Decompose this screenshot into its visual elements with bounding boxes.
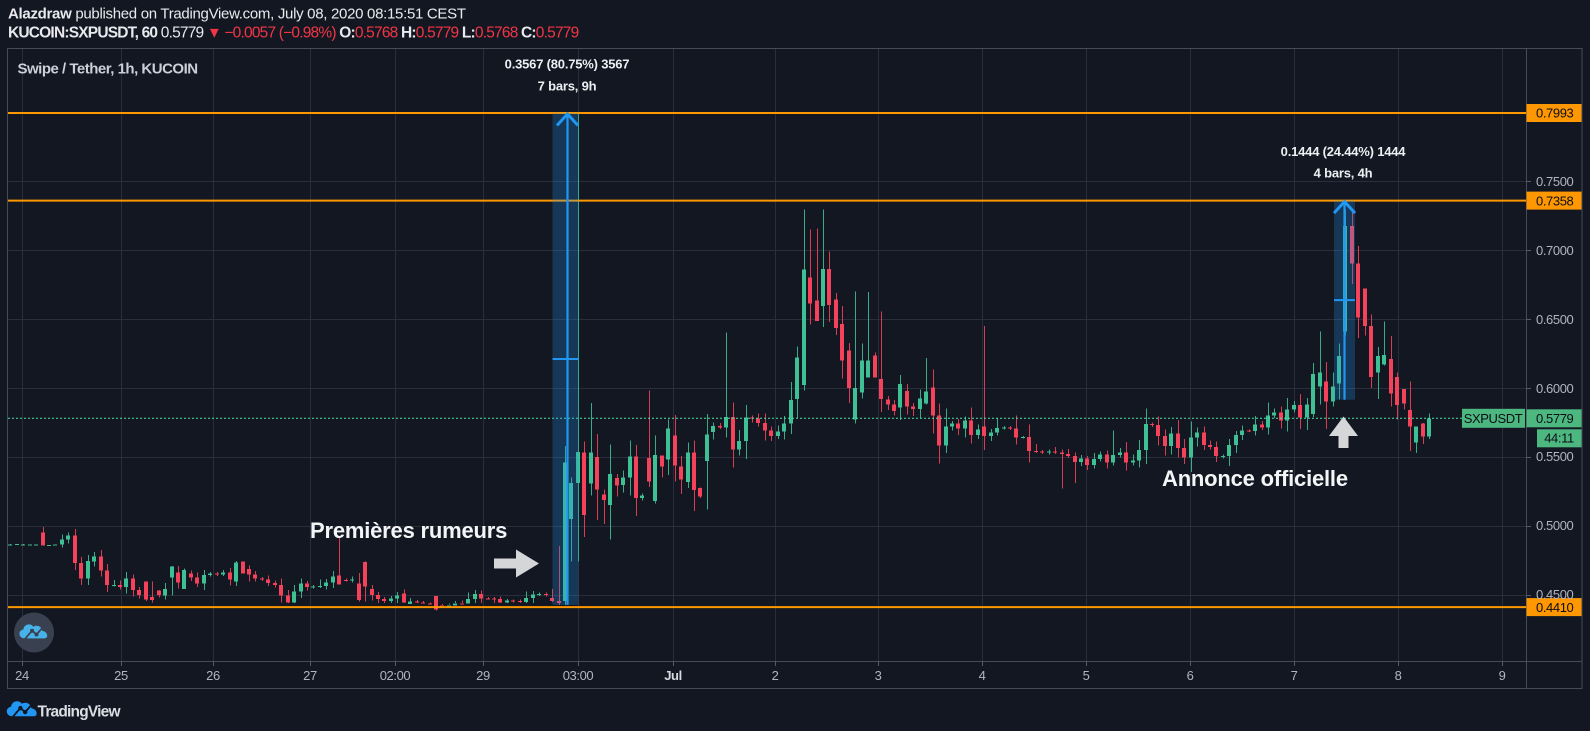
svg-text:02:00: 02:00 (380, 668, 411, 683)
svg-text:6: 6 (1187, 668, 1194, 683)
svg-text:Jul: Jul (664, 668, 682, 683)
svg-text:0.7993: 0.7993 (1536, 106, 1574, 121)
svg-text:24: 24 (15, 668, 29, 683)
svg-text:SXPUSDT: SXPUSDT (1464, 411, 1523, 426)
svg-text:0.1444 (24.44%) 1444: 0.1444 (24.44%) 1444 (1281, 144, 1407, 159)
svg-text:TradingView: TradingView (38, 704, 122, 721)
svg-text:0.5779: 0.5779 (1536, 411, 1574, 426)
svg-text:Swipe / Tether, 1h, KUCOIN: Swipe / Tether, 1h, KUCOIN (18, 61, 198, 78)
svg-text:9: 9 (1499, 668, 1506, 683)
svg-text:Annonce officielle: Annonce officielle (1162, 466, 1348, 491)
svg-text:03:00: 03:00 (563, 668, 594, 683)
svg-text:2: 2 (772, 668, 779, 683)
svg-text:5: 5 (1083, 668, 1090, 683)
svg-text:0.7358: 0.7358 (1536, 193, 1574, 208)
svg-text:27: 27 (303, 668, 317, 683)
svg-text:KUCOIN:SXPUSDT, 60 0.5779 ▼ −: KUCOIN:SXPUSDT, 60 0.5779 ▼ −0.0057 (−0.… (8, 25, 579, 42)
svg-text:Premières rumeurs: Premières rumeurs (310, 518, 507, 543)
svg-text:0.4500: 0.4500 (1536, 587, 1574, 602)
svg-text:44:11: 44:11 (1544, 431, 1574, 446)
svg-text:7: 7 (1291, 668, 1298, 683)
svg-text:29: 29 (476, 668, 490, 683)
svg-text:0.6000: 0.6000 (1536, 381, 1574, 396)
svg-text:0.3567 (80.75%) 3567: 0.3567 (80.75%) 3567 (505, 57, 630, 72)
svg-text:7 bars, 9h: 7 bars, 9h (538, 79, 597, 94)
svg-text:4 bars, 4h: 4 bars, 4h (1314, 166, 1373, 181)
svg-text:0.7500: 0.7500 (1536, 174, 1574, 189)
svg-text:25: 25 (114, 668, 128, 683)
svg-text:0.7000: 0.7000 (1536, 243, 1574, 258)
svg-text:26: 26 (206, 668, 220, 683)
svg-text:0.5000: 0.5000 (1536, 518, 1574, 533)
svg-text:0.5500: 0.5500 (1536, 449, 1574, 464)
svg-text:4: 4 (979, 668, 986, 683)
svg-text:0.6500: 0.6500 (1536, 312, 1574, 327)
svg-text:8: 8 (1395, 668, 1402, 683)
svg-text:0.4410: 0.4410 (1536, 600, 1574, 615)
svg-text:3: 3 (875, 668, 882, 683)
svg-text:Alazdraw published on TradingV: Alazdraw published on TradingView.com, J… (8, 6, 466, 23)
